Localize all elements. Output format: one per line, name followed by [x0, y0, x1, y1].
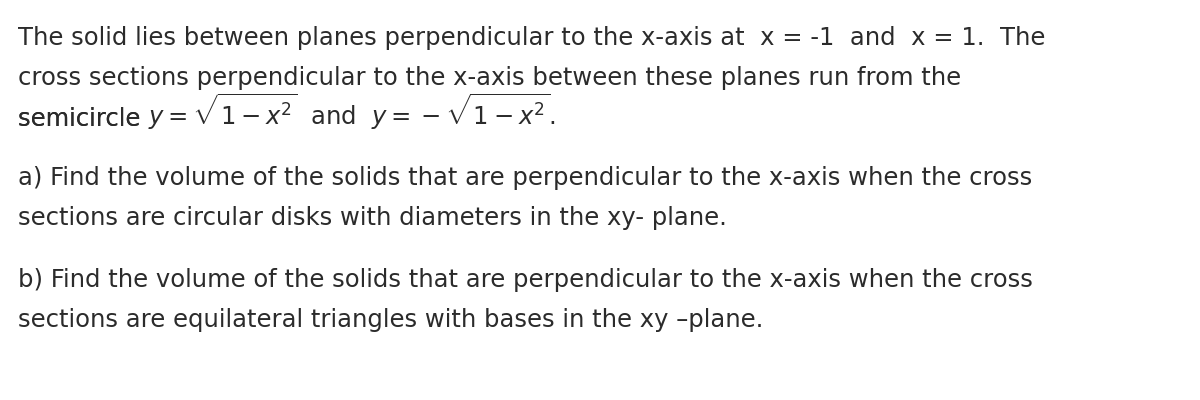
Text: $y = \sqrt{1 - x^2}$  and  $y = -\sqrt{1 - x^2}$.: $y = \sqrt{1 - x^2}$ and $y = -\sqrt{1 -… [148, 92, 556, 132]
Text: a) Find the volume of the solids that are perpendicular to the x-axis when the c: a) Find the volume of the solids that ar… [18, 166, 1032, 190]
Text: sections are circular disks with diameters in the xy- plane.: sections are circular disks with diamete… [18, 206, 727, 230]
Text: sections are equilateral triangles with bases in the xy –plane.: sections are equilateral triangles with … [18, 308, 763, 332]
Text: The solid lies between planes perpendicular to the x-axis at  x = -1  and  x = 1: The solid lies between planes perpendicu… [18, 26, 1045, 50]
Text: cross sections perpendicular to the x-axis between these planes run from the: cross sections perpendicular to the x-ax… [18, 66, 961, 90]
Text: b) Find the volume of the solids that are perpendicular to the x-axis when the c: b) Find the volume of the solids that ar… [18, 268, 1033, 292]
Text: semicircle: semicircle [18, 106, 148, 130]
Text: semicircle: semicircle [18, 106, 148, 130]
